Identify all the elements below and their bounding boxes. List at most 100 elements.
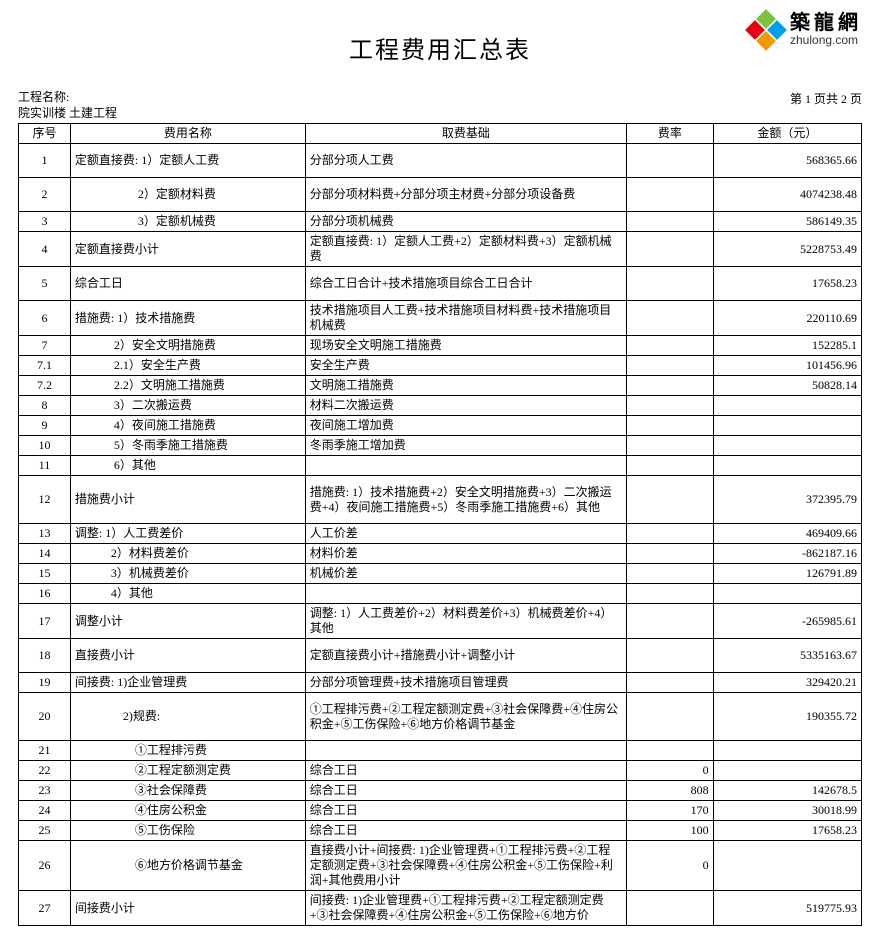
table-row: 21 ①工程排污费 [19,741,862,761]
cell-name: 调整小计 [70,604,305,639]
cell-base [305,741,626,761]
logo-icon [748,12,784,48]
cell-seq: 2 [19,178,71,212]
cell-rate [627,336,714,356]
cell-amt: 519775.93 [713,891,861,926]
cell-name: 5）冬雨季施工措施费 [70,436,305,456]
page-info: 第 1 页共 2 页 [790,90,862,121]
cell-name: 2.2）文明施工措施费 [70,376,305,396]
cell-seq: 7 [19,336,71,356]
cell-seq: 13 [19,524,71,544]
cell-amt: 220110.69 [713,301,861,336]
cell-amt: 50828.14 [713,376,861,396]
cell-base: 夜间施工增加费 [305,416,626,436]
cell-amt: 101456.96 [713,356,861,376]
cell-name: 4）其他 [70,584,305,604]
cell-base: 材料价差 [305,544,626,564]
col-seq: 序号 [19,124,71,144]
cell-rate: 170 [627,801,714,821]
cell-rate [627,891,714,926]
cell-base: 分部分项材料费+分部分项主材费+分部分项设备费 [305,178,626,212]
cell-seq: 17 [19,604,71,639]
cell-base: 综合工日 [305,801,626,821]
table-row: 19间接费: 1)企业管理费分部分项管理费+技术措施项目管理费329420.21 [19,673,862,693]
table-row: 4定额直接费小计定额直接费: 1）定额人工费+2）定额材料费+3）定额机械费52… [19,232,862,267]
col-amt: 金额（元） [713,124,861,144]
site-logo: 築龍網 zhulong.com [748,12,862,48]
cell-seq: 23 [19,781,71,801]
cell-seq: 25 [19,821,71,841]
cell-name: 2)规费: [70,693,305,741]
cell-amt: 17658.23 [713,267,861,301]
page-title: 工程费用汇总表 [18,12,862,65]
col-name: 费用名称 [70,124,305,144]
table-row: 22 ②工程定额测定费综合工日0 [19,761,862,781]
cell-base: ①工程排污费+②工程定额测定费+③社会保障费+④住房公积金+⑤工伤保险+⑥地方价… [305,693,626,741]
table-row: 7 2）安全文明措施费现场安全文明施工措施费152285.1 [19,336,862,356]
table-row: 5综合工日综合工日合计+技术措施项目综合工日合计17658.23 [19,267,862,301]
project-value: 院实训楼 土建工程 [18,106,117,120]
logo-cn: 築龍網 [790,12,862,34]
project-label: 工程名称: [18,90,69,104]
cell-name: 措施费: 1）技术措施费 [70,301,305,336]
cell-base [305,456,626,476]
table-row: 7.1 2.1）安全生产费安全生产费101456.96 [19,356,862,376]
cell-amt: 5228753.49 [713,232,861,267]
cell-base: 综合工日 [305,821,626,841]
cell-amt [713,841,861,891]
cell-name: 定额直接费小计 [70,232,305,267]
cell-amt: 152285.1 [713,336,861,356]
table-row: 3 3）定额机械费分部分项机械费586149.35 [19,212,862,232]
cost-summary-table: 序号 费用名称 取费基础 费率 金额（元） 1定额直接费: 1）定额人工费分部分… [18,123,862,926]
cell-name: 直接费小计 [70,639,305,673]
cell-amt: 568365.66 [713,144,861,178]
cell-seq: 8 [19,396,71,416]
cell-base: 技术措施项目人工费+技术措施项目材料费+技术措施项目机械费 [305,301,626,336]
cell-amt: -862187.16 [713,544,861,564]
cell-seq: 16 [19,584,71,604]
table-row: 16 4）其他 [19,584,862,604]
table-row: 10 5）冬雨季施工措施费冬雨季施工增加费 [19,436,862,456]
table-row: 6措施费: 1）技术措施费技术措施项目人工费+技术措施项目材料费+技术措施项目机… [19,301,862,336]
cell-base: 综合工日合计+技术措施项目综合工日合计 [305,267,626,301]
cell-rate [627,544,714,564]
cell-name: ⑥地方价格调节基金 [70,841,305,891]
cell-rate: 0 [627,841,714,891]
cell-seq: 18 [19,639,71,673]
cell-name: 2.1）安全生产费 [70,356,305,376]
meta-row: 工程名称: 院实训楼 土建工程 第 1 页共 2 页 [18,90,862,121]
project-name: 工程名称: 院实训楼 土建工程 [18,90,117,121]
table-row: 13调整: 1）人工费差价人工价差469409.66 [19,524,862,544]
table-row: 14 2）材料费差价材料价差 -862187.16 [19,544,862,564]
cell-name: ③社会保障费 [70,781,305,801]
cell-seq: 14 [19,544,71,564]
cell-seq: 9 [19,416,71,436]
table-row: 1定额直接费: 1）定额人工费分部分项人工费568365.66 [19,144,862,178]
cell-amt: 5335163.67 [713,639,861,673]
cell-rate [627,456,714,476]
table-row: 12措施费小计措施费: 1）技术措施费+2）安全文明措施费+3）二次搬运费+4）… [19,476,862,524]
table-row: 8 3）二次搬运费材料二次搬运费 [19,396,862,416]
cell-amt: 586149.35 [713,212,861,232]
logo-text: 築龍網 zhulong.com [790,12,862,47]
cell-base: 分部分项人工费 [305,144,626,178]
cell-amt [713,584,861,604]
cell-seq: 20 [19,693,71,741]
cell-base: 调整: 1）人工费差价+2）材料费差价+3）机械费差价+4）其他 [305,604,626,639]
cell-seq: 7.2 [19,376,71,396]
col-base: 取费基础 [305,124,626,144]
cell-seq: 27 [19,891,71,926]
cell-base: 分部分项管理费+技术措施项目管理费 [305,673,626,693]
cell-seq: 1 [19,144,71,178]
cell-amt [713,436,861,456]
cell-seq: 24 [19,801,71,821]
cell-name: ①工程排污费 [70,741,305,761]
cell-rate [627,476,714,524]
cell-name: 2）材料费差价 [70,544,305,564]
cell-rate [627,673,714,693]
cell-seq: 4 [19,232,71,267]
cell-rate [627,144,714,178]
cell-amt: 126791.89 [713,564,861,584]
table-row: 27间接费小计间接费: 1)企业管理费+①工程排污费+②工程定额测定费+③社会保… [19,891,862,926]
table-row: 23 ③社会保障费综合工日808142678.5 [19,781,862,801]
